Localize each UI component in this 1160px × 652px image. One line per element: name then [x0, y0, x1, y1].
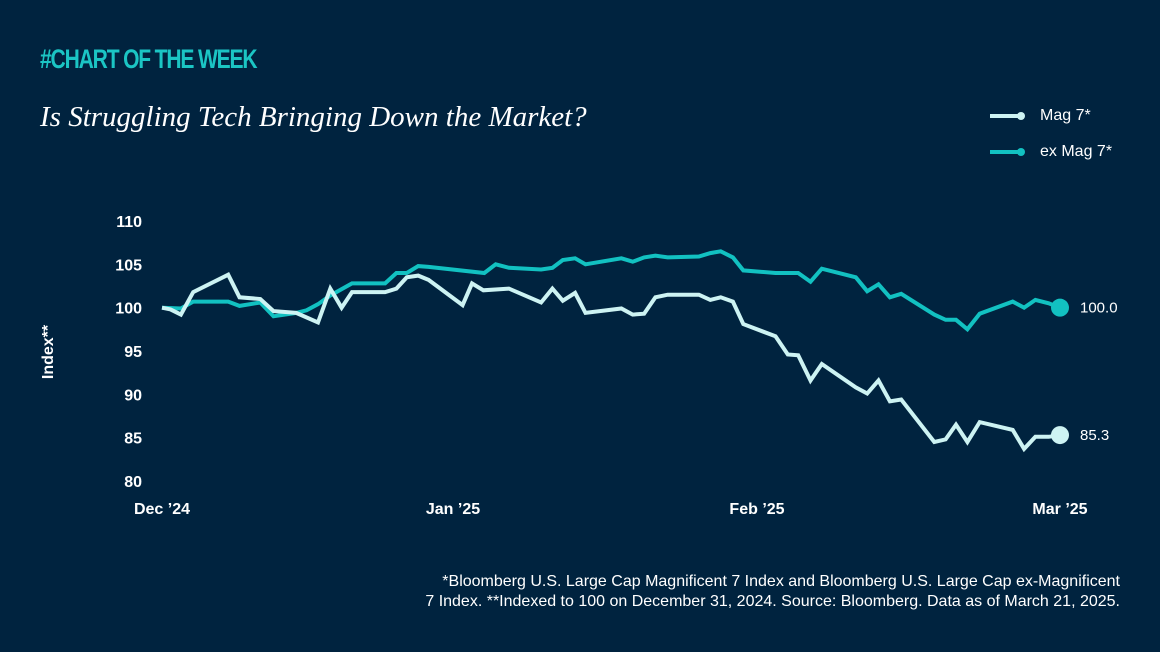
- footnote-line-1: *Bloomberg U.S. Large Cap Magnificent 7 …: [442, 573, 1120, 590]
- legend-item-mag7: Mag 7*: [990, 98, 1112, 134]
- y-tick-label: 110: [116, 214, 142, 231]
- y-tick-label: 85: [124, 431, 142, 448]
- y-tick-label: 105: [115, 257, 142, 274]
- footnote: *Bloomberg U.S. Large Cap Magnificent 7 …: [425, 572, 1120, 612]
- legend-swatch-mag7: [990, 112, 1025, 120]
- series-end-label: 85.3: [1080, 427, 1109, 444]
- series-end-marker: [1051, 298, 1069, 317]
- x-axis: Dec ’24 Jan ’25 Feb ’25 Mar ’25: [134, 501, 1088, 518]
- series-end-marker: [1051, 426, 1069, 445]
- legend: Mag 7* ex Mag 7*: [990, 98, 1112, 170]
- y-tick-label: 100: [115, 301, 142, 318]
- legend-label-mag7: Mag 7*: [1040, 107, 1091, 124]
- chart-title: Is Struggling Tech Bringing Down the Mar…: [40, 101, 587, 133]
- x-tick-label: Mar ’25: [1032, 501, 1087, 518]
- series-group: 100.0 85.3: [161, 249, 1118, 453]
- x-tick-label: Feb ’25: [729, 501, 784, 518]
- y-axis-label: Index**: [40, 324, 57, 379]
- footnote-line-2: 7 Index. **Indexed to 100 on December 31…: [425, 593, 1120, 610]
- series-line-mag-7: [161, 272, 1061, 453]
- legend-swatch-ex-mag7: [990, 148, 1025, 156]
- series-end-label: 100.0: [1080, 300, 1118, 317]
- series-line-ex-mag-7: [161, 249, 1061, 333]
- y-axis: 110 105 100 95 90 85 80: [115, 214, 142, 491]
- legend-label-ex-mag7: ex Mag 7*: [1040, 143, 1113, 160]
- y-tick-label: 80: [124, 474, 142, 491]
- y-tick-label: 95: [124, 344, 142, 361]
- x-tick-label: Dec ’24: [134, 501, 190, 518]
- y-tick-label: 90: [124, 387, 142, 404]
- kicker-label: #CHART OF THE WEEK: [40, 44, 258, 74]
- legend-item-ex-mag7: ex Mag 7*: [990, 134, 1112, 170]
- x-tick-label: Jan ’25: [426, 501, 480, 518]
